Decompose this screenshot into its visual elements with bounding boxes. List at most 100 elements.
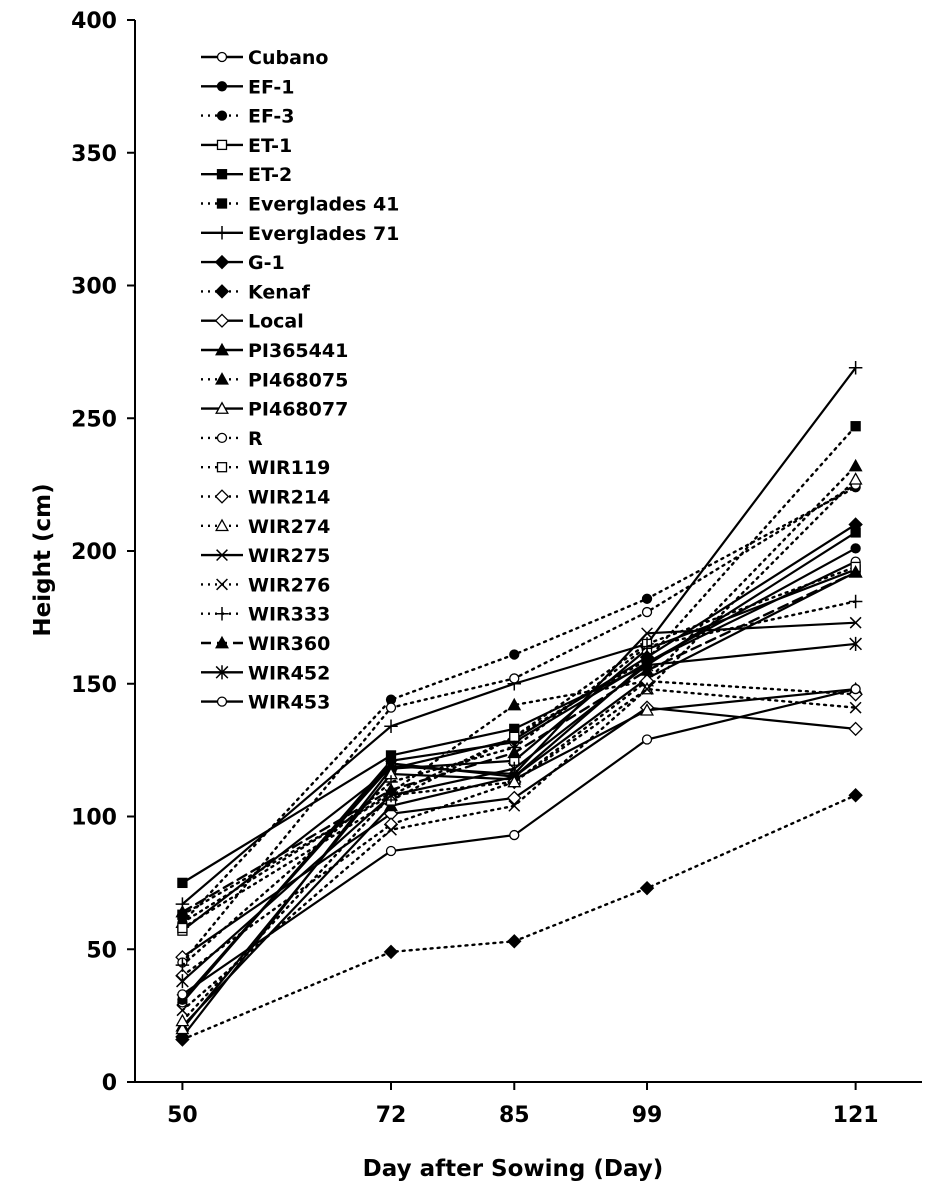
- legend-label: WIR452: [248, 662, 330, 684]
- legend-marker: [216, 169, 228, 180]
- data-point: [176, 974, 189, 989]
- legend-label: ET-2: [248, 164, 292, 186]
- legend-marker: [214, 254, 230, 270]
- legend-label: WIR360: [248, 633, 330, 655]
- data-point: [848, 517, 863, 532]
- legend-label: WIR333: [248, 604, 330, 626]
- legend-marker: [214, 489, 230, 504]
- data-point: [175, 904, 190, 918]
- legend-item: WIR453: [201, 692, 330, 714]
- series-line: [181, 478, 857, 1023]
- data-point: [383, 944, 399, 960]
- data-point: [640, 703, 654, 716]
- data-point: [507, 745, 522, 759]
- legend-item: WIR360: [201, 633, 330, 655]
- legend-item: PI365441: [201, 340, 348, 362]
- legend-label: G-1: [248, 252, 285, 274]
- legend-item: Local: [201, 311, 304, 333]
- x-axis: 50 72 85 99 121: [135, 1081, 922, 1128]
- legend-marker: [216, 81, 228, 92]
- data-point: [641, 683, 653, 695]
- legend-marker: [215, 665, 229, 680]
- y-tick-label: 200: [71, 540, 117, 565]
- data-point: [509, 731, 520, 742]
- legend-item: PI468075: [201, 369, 348, 391]
- legend-marker: [215, 606, 229, 621]
- legend-marker: [216, 549, 228, 562]
- legend-label: WIR214: [248, 487, 330, 509]
- y-axis-title: Height (cm): [30, 483, 56, 636]
- data-point: [175, 1013, 190, 1027]
- data-point: [507, 934, 522, 949]
- data-point: [176, 1004, 189, 1017]
- legend-label: PI365441: [248, 340, 348, 362]
- data-point: [848, 721, 863, 737]
- data-point: [641, 606, 653, 618]
- legend-label: WIR275: [248, 545, 330, 567]
- data-point: [177, 922, 188, 934]
- data-point: [509, 829, 520, 841]
- legend-label: Cubano: [248, 47, 328, 69]
- legend-item: ET-2: [201, 164, 292, 186]
- legend-item: WIR274: [201, 516, 330, 538]
- legend-item: WIR276: [201, 574, 330, 596]
- y-tick-label: 350: [71, 142, 117, 167]
- series-kenaf: [175, 788, 863, 1047]
- legend-label: EF-1: [248, 76, 294, 98]
- data-point: [849, 636, 863, 651]
- legend-marker: [216, 198, 228, 209]
- legend-item: ET-1: [201, 135, 292, 157]
- legend-label: WIR276: [248, 574, 330, 596]
- legend-item: G-1: [201, 252, 285, 274]
- legend-item: EF-1: [201, 76, 294, 98]
- data-point: [177, 989, 188, 1000]
- x-tick-label: 85: [499, 1103, 530, 1128]
- data-point: [639, 880, 655, 896]
- legend-marker: [214, 313, 230, 328]
- data-point: [507, 774, 522, 788]
- data-point: [508, 799, 521, 812]
- data-point: [850, 543, 861, 554]
- series-line: [181, 464, 857, 924]
- data-point: [385, 845, 397, 857]
- series-line: [181, 425, 857, 916]
- legend-label: R: [248, 428, 263, 450]
- series-wir452: [176, 636, 863, 989]
- legend-marker: [214, 284, 230, 299]
- legend-item: WIR119: [201, 457, 330, 479]
- data-point: [848, 788, 863, 803]
- legend-label: Everglades 41: [248, 194, 399, 216]
- legend-marker: [215, 635, 229, 649]
- data-point: [848, 458, 863, 472]
- y-tick-label: 100: [71, 806, 117, 831]
- data-point: [175, 1032, 190, 1047]
- data-point: [509, 673, 520, 684]
- y-tick-label: 300: [71, 275, 117, 300]
- legend-item: Kenaf: [201, 281, 311, 303]
- data-point: [641, 627, 653, 640]
- series-wir276: [176, 683, 862, 1017]
- legend-item: R: [201, 428, 263, 450]
- data-point: [848, 565, 863, 578]
- data-point: [384, 719, 398, 733]
- data-point: [641, 593, 653, 604]
- legend-item: Everglades 41: [201, 194, 399, 216]
- legend-marker: [216, 51, 228, 63]
- data-point: [509, 649, 520, 660]
- x-tick-label: 72: [376, 1103, 407, 1128]
- data-point: [385, 750, 397, 761]
- series-layer: [175, 361, 863, 1047]
- data-point: [175, 1021, 190, 1035]
- x-tick-label: 50: [167, 1103, 198, 1128]
- data-point: [848, 472, 863, 485]
- data-point: [850, 683, 861, 695]
- data-point: [641, 734, 653, 745]
- legend-label: WIR453: [248, 692, 330, 714]
- legend-label: EF-3: [248, 106, 294, 128]
- legend-marker: [215, 372, 229, 385]
- data-point: [848, 361, 863, 375]
- legend-marker: [216, 432, 228, 444]
- legend-label: Everglades 71: [248, 223, 399, 245]
